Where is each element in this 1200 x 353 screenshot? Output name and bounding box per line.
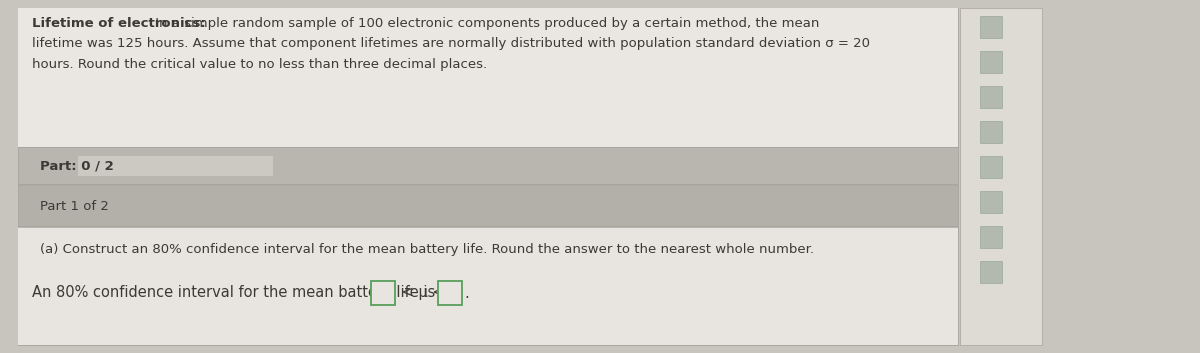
Text: lifetime was 125 hours. Assume that component lifetimes are normally distributed: lifetime was 125 hours. Assume that comp… (32, 37, 870, 50)
Bar (438, 281, 462, 305)
Bar (18, 226, 958, 227)
Bar (980, 51, 1002, 73)
Bar (980, 16, 1002, 38)
Text: hours. Round the critical value to no less than three decimal places.: hours. Round the critical value to no le… (32, 58, 487, 71)
Bar (18, 8, 958, 345)
Text: In a simple random sample of 100 electronic components produced by a certain met: In a simple random sample of 100 electro… (151, 17, 820, 30)
Bar (980, 261, 1002, 283)
Text: Part: 0 / 2: Part: 0 / 2 (40, 160, 114, 173)
Text: Part 1 of 2: Part 1 of 2 (40, 199, 109, 213)
Bar (980, 226, 1002, 248)
Bar (18, 184, 958, 185)
Bar (78, 156, 274, 176)
Bar (371, 281, 395, 305)
Bar (980, 86, 1002, 108)
Text: An 80% confidence interval for the mean battery life is: An 80% confidence interval for the mean … (32, 286, 440, 300)
Bar (980, 191, 1002, 213)
Bar (18, 227, 958, 345)
Bar (980, 121, 1002, 143)
Text: (a) Construct an 80% confidence interval for the mean battery life. Round the an: (a) Construct an 80% confidence interval… (40, 243, 814, 256)
Bar (980, 156, 1002, 178)
Bar (18, 147, 958, 185)
Bar (18, 147, 958, 148)
Bar (960, 8, 1042, 345)
Text: .: . (464, 286, 469, 300)
Text: Lifetime of electronics:: Lifetime of electronics: (32, 17, 205, 30)
Bar (18, 8, 958, 148)
Text: < μ <: < μ < (397, 286, 449, 300)
Bar (18, 185, 958, 227)
